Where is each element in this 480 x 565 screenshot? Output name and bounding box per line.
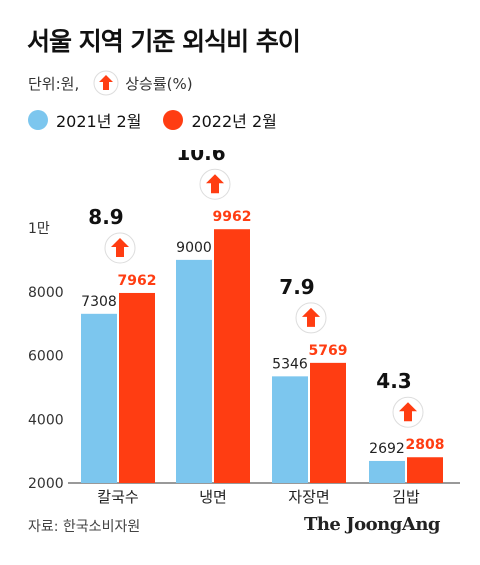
up-arrow-icon [93, 70, 119, 96]
legend-label-2022: 2022년 2월 [191, 112, 277, 131]
bar-2022-1 [214, 229, 250, 483]
bar-2021-3 [369, 460, 405, 483]
unit-note: 단위:원, 상승률(%) [28, 70, 193, 96]
legend-item-2021: 2021년 2월 [28, 108, 141, 132]
bar-2021-0 [81, 313, 117, 483]
x-tick-label-3: 김밥 [392, 488, 420, 506]
legend-swatch-2022 [163, 110, 184, 130]
increase-rate-1: 10.6 [176, 150, 225, 165]
bar-2021-1 [176, 259, 212, 483]
bar-2022-0 [119, 292, 155, 483]
increase-rate-2: 7.9 [279, 275, 314, 299]
increase-rate-0: 8.9 [88, 205, 123, 229]
bar-2022-2 [310, 362, 346, 483]
up-arrow-icon [392, 396, 424, 428]
y-tick-label-2: 6000 [28, 349, 64, 365]
y-tick-label-4: 1만 [28, 221, 50, 237]
brand-logo: The JoongAng [303, 514, 441, 535]
y-tick-label-3: 8000 [28, 285, 64, 301]
data-label-2021-0: 7308 [81, 294, 117, 310]
legend-swatch-2021 [28, 110, 48, 130]
data-label-2021-2: 5346 [272, 356, 308, 372]
legend-item-2022: 2022년 2월 [163, 108, 277, 132]
x-tick-label-0: 칼국수 [97, 488, 138, 506]
y-tick-label-0: 2000 [28, 476, 64, 492]
unit-label: 단위:원, [28, 74, 80, 93]
data-label-2022-0: 7962 [118, 273, 157, 289]
data-label-2022-1: 9962 [213, 209, 252, 225]
increase-rate-label: 상승률(%) [125, 74, 193, 93]
legend: 2021년 2월 2022년 2월 [28, 108, 299, 132]
x-tick-label-2: 자장면 [288, 488, 329, 506]
y-tick-label-1: 4000 [28, 412, 64, 428]
up-arrow-icon [104, 232, 136, 264]
x-tick-label-1: 냉면 [199, 488, 227, 506]
source-note: 자료: 한국소비자원 [28, 519, 141, 535]
increase-rate-3: 4.3 [376, 369, 411, 393]
chart-title: 서울 지역 기준 외식비 추이 [27, 27, 301, 56]
up-arrow-icon [199, 168, 231, 200]
data-label-2021-1: 9000 [176, 240, 212, 256]
data-label-2022-3: 2808 [406, 437, 445, 453]
data-label-2022-2: 5769 [309, 343, 348, 359]
bar-2021-2 [272, 376, 308, 483]
data-label-2021-3: 2692 [369, 441, 405, 457]
up-arrow-icon [295, 302, 327, 334]
legend-label-2021: 2021년 2월 [56, 112, 142, 131]
bar-2022-3 [407, 457, 443, 483]
